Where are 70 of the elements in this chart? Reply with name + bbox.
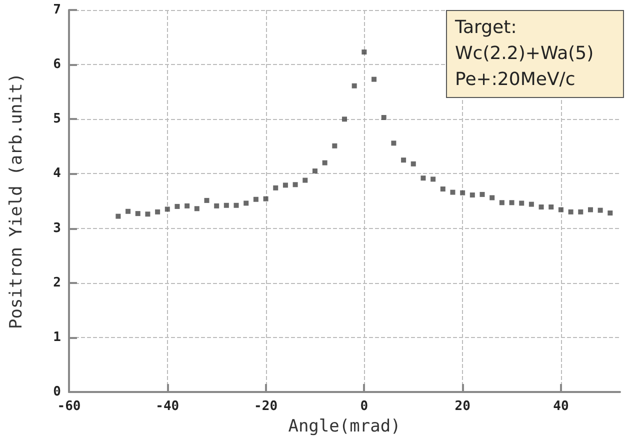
point xyxy=(184,203,190,208)
point xyxy=(263,196,268,202)
annotation: Pe+:20MeV/c xyxy=(455,68,576,92)
point xyxy=(568,209,574,214)
x-tick-label: -60 xyxy=(57,399,81,414)
point xyxy=(282,182,288,188)
y-tick-label: 6 xyxy=(53,57,62,72)
point xyxy=(244,200,249,206)
point xyxy=(174,204,180,209)
point xyxy=(598,208,603,213)
y-tick-label: 7 xyxy=(53,2,61,18)
point xyxy=(430,176,436,182)
point xyxy=(253,196,258,202)
x-axis-title: Angle(mrad) xyxy=(288,416,401,436)
point xyxy=(116,214,121,219)
point xyxy=(145,212,150,217)
point xyxy=(194,206,200,212)
point xyxy=(391,140,396,146)
point xyxy=(519,200,524,206)
point xyxy=(164,206,170,212)
point xyxy=(578,209,584,214)
point xyxy=(509,200,514,206)
annotation: Wc(2.2)+Wa(5) xyxy=(455,42,595,66)
point xyxy=(499,200,504,206)
point xyxy=(528,202,534,207)
point xyxy=(224,202,229,208)
point xyxy=(588,207,593,212)
point xyxy=(538,204,544,210)
point xyxy=(362,50,367,55)
point xyxy=(490,195,495,200)
point xyxy=(480,192,485,197)
annotation: Target: xyxy=(455,16,518,40)
point xyxy=(135,211,140,216)
point xyxy=(126,208,131,214)
y-axis-title: Positron Yield (arb.unit) xyxy=(6,73,26,329)
x-tick-label: -20 xyxy=(254,399,278,414)
point xyxy=(450,190,456,195)
y-tick-label: 3 xyxy=(53,220,61,236)
point xyxy=(460,190,466,196)
point xyxy=(440,186,446,192)
y-tick-label: 5 xyxy=(53,112,61,127)
x-tick-label: 20 xyxy=(454,399,471,414)
point xyxy=(342,116,347,122)
point xyxy=(234,202,239,208)
x-tick-label: 40 xyxy=(553,399,569,414)
point xyxy=(204,198,210,203)
x-tick-label: -40 xyxy=(156,399,180,414)
point xyxy=(302,178,308,183)
point xyxy=(608,210,613,216)
point xyxy=(470,192,475,198)
y-tick-label: 1 xyxy=(53,330,62,345)
point xyxy=(352,83,357,88)
y-tick-label: 4 xyxy=(53,166,62,182)
point xyxy=(401,158,406,163)
x-tick-label: 0 xyxy=(360,399,368,414)
point xyxy=(312,168,318,174)
point xyxy=(332,143,338,148)
y-tick-label: 0 xyxy=(53,384,62,400)
point xyxy=(410,161,416,166)
point xyxy=(155,209,160,214)
point xyxy=(420,176,426,181)
point xyxy=(548,204,554,210)
point xyxy=(292,182,298,188)
y-tick-label: 2 xyxy=(53,275,61,290)
point xyxy=(273,185,278,190)
point xyxy=(372,76,377,82)
point xyxy=(322,160,328,166)
point xyxy=(558,207,564,212)
point xyxy=(214,203,220,208)
point xyxy=(381,115,386,120)
